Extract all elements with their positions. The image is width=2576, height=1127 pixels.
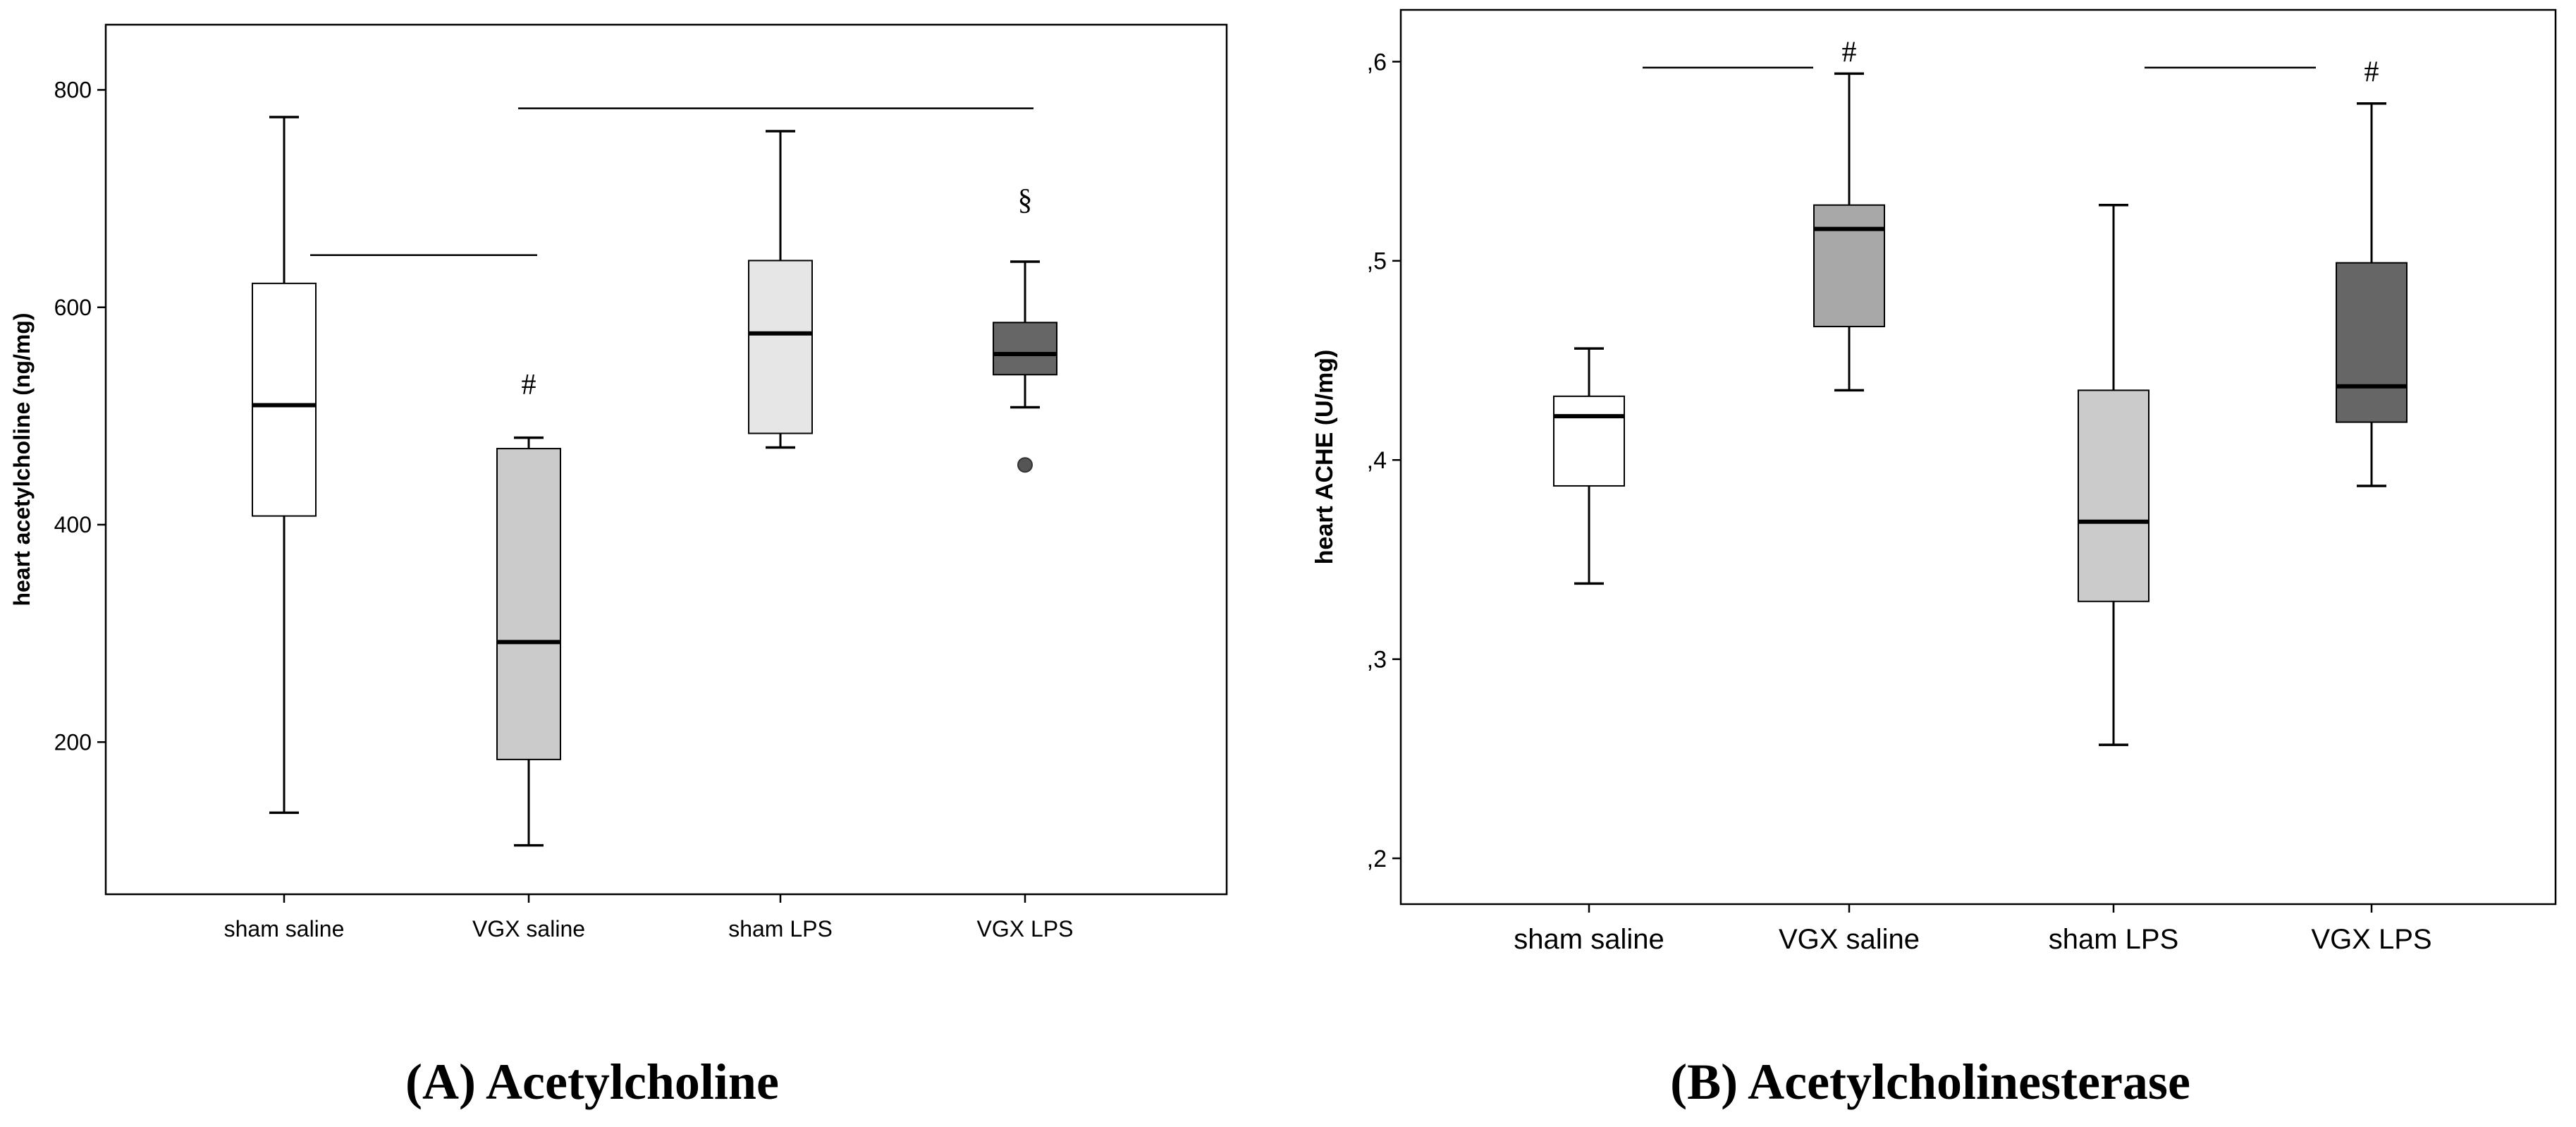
y-tick-label: 800 [54, 78, 92, 103]
x-tick-label: sham LPS [728, 916, 833, 942]
iqr-box [496, 448, 561, 760]
y-tick-label: 600 [54, 295, 92, 320]
x-tick-label: VGX LPS [977, 916, 1074, 942]
y-tick-label: ,3 [1367, 647, 1387, 674]
iqr-box [252, 282, 317, 517]
box-sham-saline [1553, 347, 1625, 585]
panel-caption: (A) Acetylcholine [405, 1054, 779, 1110]
caption-prefix: (A) [405, 1054, 486, 1110]
box-vgx-saline [496, 436, 561, 847]
y-tick-label: ,4 [1367, 447, 1387, 474]
caption-prefix: (B) [1670, 1054, 1748, 1110]
panel-a-acetylcholine: 200 400 600 800 heart acetylcholine (ng/mg) s… [9, 23, 1228, 1110]
significance-marker: § [1018, 184, 1033, 217]
panel-caption: (B) Acetylcholinesterase [1670, 1054, 2190, 1110]
caption-title: Acetylcholine [486, 1054, 779, 1110]
box-sham-lps [2078, 204, 2149, 746]
box-vgx-saline [1813, 72, 1885, 392]
iqr-box [1553, 395, 1625, 487]
caption-title: Acetylcholinesterase [1748, 1054, 2190, 1110]
iqr-box [1813, 204, 1885, 328]
y-tick-label: ,6 [1367, 49, 1387, 75]
box-vgx-lps [993, 260, 1057, 409]
x-tick-label: VGX saline [1779, 924, 1920, 955]
x-tick-label: VGX LPS [2311, 924, 2431, 955]
panel-b-acetylcholinesterase: ,2 ,3 ,4 ,5 ,6 heart ACHE (U/mg) sham saline VG… [1311, 8, 2557, 1110]
iqr-box [2336, 262, 2408, 423]
y-tick-label: 400 [54, 512, 92, 537]
x-tick-label: sham LPS [2049, 924, 2179, 955]
significance-marker: # [1842, 36, 1857, 68]
box-sham-saline [252, 116, 317, 815]
iqr-box [993, 322, 1057, 376]
x-tick-label: VGX saline [472, 916, 585, 942]
y-axis-label: heart ACHE (U/mg) [1311, 350, 1338, 565]
box-sham-lps [748, 130, 813, 449]
significance-marker: # [522, 369, 536, 401]
y-tick-label: ,5 [1367, 248, 1387, 275]
significance-marker: # [2365, 56, 2379, 89]
y-tick-label: ,2 [1367, 846, 1387, 872]
iqr-box [2078, 389, 2149, 602]
outlier-point [1017, 457, 1033, 473]
x-tick-label: sham saline [1514, 924, 1664, 955]
y-tick-label: 200 [54, 729, 92, 755]
iqr-box [748, 260, 813, 434]
y-axis-label: heart acetylcholine (ng/mg) [9, 312, 35, 606]
box-vgx-lps [2336, 102, 2408, 487]
x-tick-label: sham saline [224, 916, 345, 942]
